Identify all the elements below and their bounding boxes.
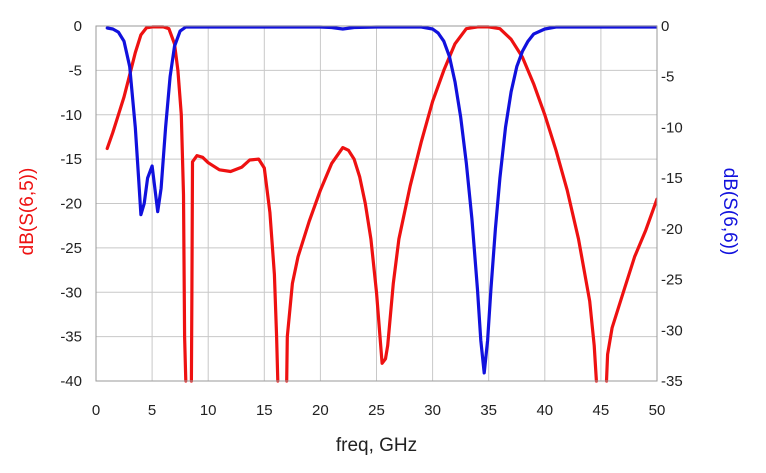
x-tick-label-5: 25	[368, 402, 385, 419]
series-0-segment-1	[189, 154, 280, 383]
right-y-axis-ticks: 0 -5 -10 -15 -20 -25 -30 -35	[661, 18, 683, 390]
left-y-tick-label-7: -35	[60, 329, 82, 346]
x-axis-ticks: 0 5 10 15 20 25 30 35 40 45 50	[92, 402, 666, 419]
right-y-tick-label-3: -15	[661, 170, 683, 187]
right-y-axis-label: dB(S(6,6))	[719, 168, 740, 256]
left-y-tick-label-2: -10	[60, 107, 82, 124]
right-y-tick-label-4: -20	[661, 221, 683, 238]
x-axis-label: freq, GHz	[336, 435, 417, 456]
left-y-tick-label-5: -25	[60, 240, 82, 257]
series-0-segment-2	[285, 25, 598, 383]
left-y-tick-label-0: 0	[74, 18, 82, 35]
x-tick-label-10: 50	[649, 402, 666, 419]
x-tick-label-4: 20	[312, 402, 329, 419]
left-y-tick-label-8: -40	[60, 373, 82, 390]
right-y-tick-label-5: -25	[661, 272, 683, 289]
x-tick-label-8: 40	[536, 402, 553, 419]
series-0-segment-0	[105, 25, 188, 383]
right-y-tick-label-1: -5	[661, 69, 674, 86]
series-lines	[105, 25, 657, 383]
right-y-tick-label-0: 0	[661, 18, 669, 35]
series-1-segment-0	[105, 25, 657, 375]
series-0-segment-3	[604, 197, 657, 383]
left-y-tick-label-1: -5	[69, 62, 82, 79]
left-y-axis-label: dB(S(6,5))	[17, 168, 38, 256]
right-y-tick-label-6: -30	[661, 322, 683, 339]
plot-frame	[95, 25, 658, 382]
right-y-tick-label-7: -35	[661, 373, 683, 390]
left-y-tick-label-3: -15	[60, 151, 82, 168]
x-tick-label-6: 30	[424, 402, 441, 419]
left-y-axis-ticks: 0 -5 -10 -15 -20 -25 -30 -35 -40	[60, 18, 82, 390]
x-tick-label-2: 10	[200, 402, 217, 419]
x-tick-label-0: 0	[92, 402, 100, 419]
left-y-tick-label-4: -20	[60, 196, 82, 213]
x-tick-label-9: 45	[593, 402, 610, 419]
left-y-tick-label-6: -30	[60, 284, 82, 301]
right-y-tick-label-2: -10	[661, 119, 683, 136]
x-tick-label-3: 15	[256, 402, 273, 419]
x-tick-label-1: 5	[148, 402, 156, 419]
x-tick-label-7: 35	[480, 402, 497, 419]
